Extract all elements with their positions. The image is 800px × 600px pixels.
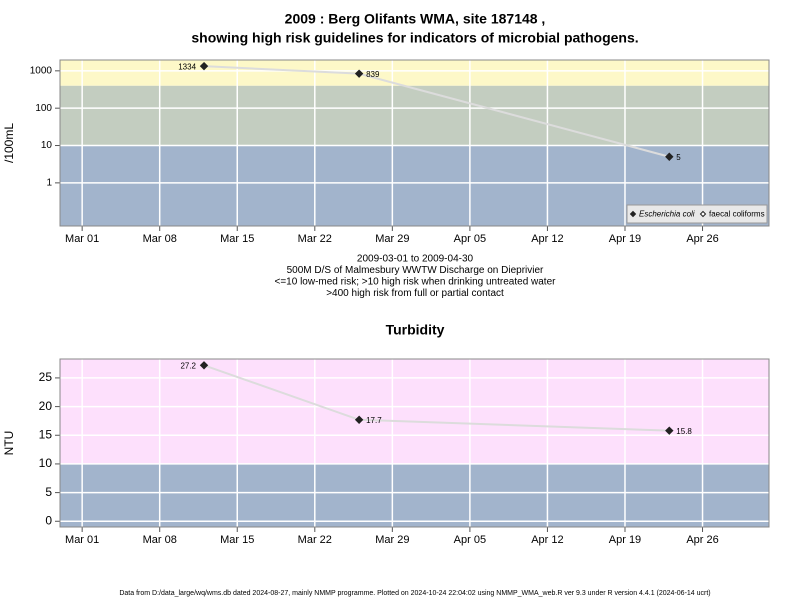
risk-band bbox=[60, 85, 769, 146]
x-tick-label: Apr 12 bbox=[531, 233, 563, 245]
note: 2009-03-01 to 2009-04-30 bbox=[357, 254, 474, 265]
x-tick-label: Mar 22 bbox=[298, 534, 332, 546]
risk-band bbox=[60, 463, 769, 527]
x-tick-label: Apr 19 bbox=[609, 233, 641, 245]
y-axis-label: /100mL bbox=[2, 123, 16, 163]
x-tick-label: Mar 15 bbox=[220, 233, 254, 245]
x-tick-label: Apr 05 bbox=[454, 534, 486, 546]
x-tick-label: Apr 19 bbox=[609, 534, 641, 546]
x-tick-label: Mar 01 bbox=[65, 534, 99, 546]
x-tick-label: Apr 26 bbox=[686, 534, 718, 546]
note: <=10 low-med risk; >10 high risk when dr… bbox=[275, 277, 557, 288]
data-point bbox=[665, 426, 674, 435]
y-tick-label: 10 bbox=[41, 140, 53, 151]
data-point bbox=[199, 361, 209, 370]
x-tick-label: Apr 05 bbox=[454, 233, 486, 245]
y-tick-label: 5 bbox=[45, 485, 52, 499]
y-tick-label: 20 bbox=[39, 399, 53, 413]
y-tick-label: 15 bbox=[39, 427, 53, 441]
y-tick-label: 25 bbox=[39, 370, 53, 384]
data-label: 17.7 bbox=[366, 416, 382, 425]
chart-title: 2009 : Berg Olifants WMA, site 187148 , bbox=[285, 11, 546, 27]
data-point bbox=[665, 152, 674, 161]
x-tick-label: Mar 29 bbox=[375, 534, 409, 546]
note: >400 high risk from full or partial cont… bbox=[326, 288, 504, 299]
data-label: 15.8 bbox=[676, 427, 692, 436]
x-tick-label: Apr 12 bbox=[531, 534, 563, 546]
chart-subtitle: showing high risk guidelines for indicat… bbox=[191, 30, 638, 46]
chart-title: Turbidity bbox=[386, 322, 445, 338]
y-tick-label: 1000 bbox=[30, 65, 53, 76]
legend-box bbox=[626, 204, 768, 224]
data-label: 5 bbox=[676, 153, 681, 162]
x-tick-label: Mar 08 bbox=[143, 233, 177, 245]
y-tick-label: 1 bbox=[46, 178, 52, 189]
plot-frame bbox=[59, 358, 770, 528]
risk-band bbox=[60, 60, 769, 86]
footer: Data from D:/data_large/wq/wms.db dated … bbox=[119, 590, 710, 597]
x-tick-label: Mar 29 bbox=[375, 233, 409, 245]
x-tick-label: Mar 01 bbox=[65, 233, 99, 245]
data-point bbox=[199, 61, 209, 71]
x-tick-label: Apr 26 bbox=[686, 233, 718, 245]
note: 500M D/S of Malmesbury WWTW Discharge on… bbox=[287, 265, 544, 276]
y-axis-label: NTU bbox=[2, 431, 16, 456]
data-label: 27.2 bbox=[180, 361, 196, 370]
legend-marker bbox=[699, 210, 707, 218]
legend-marker bbox=[629, 210, 637, 218]
risk-band bbox=[60, 359, 769, 464]
y-tick-label: 10 bbox=[39, 456, 53, 470]
data-label: 839 bbox=[366, 70, 380, 79]
legend-label: Escherichia coli bbox=[639, 210, 695, 219]
x-tick-label: Mar 22 bbox=[298, 233, 332, 245]
data-label: 1334 bbox=[178, 62, 196, 71]
data-point bbox=[354, 69, 364, 78]
plot-frame bbox=[59, 59, 770, 227]
x-tick-label: Mar 08 bbox=[143, 534, 177, 546]
legend-label: faecal coliforms bbox=[709, 210, 765, 219]
y-tick-label: 0 bbox=[45, 513, 52, 527]
data-point bbox=[354, 415, 364, 424]
x-tick-label: Mar 15 bbox=[220, 534, 254, 546]
y-tick-label: 100 bbox=[35, 103, 52, 114]
